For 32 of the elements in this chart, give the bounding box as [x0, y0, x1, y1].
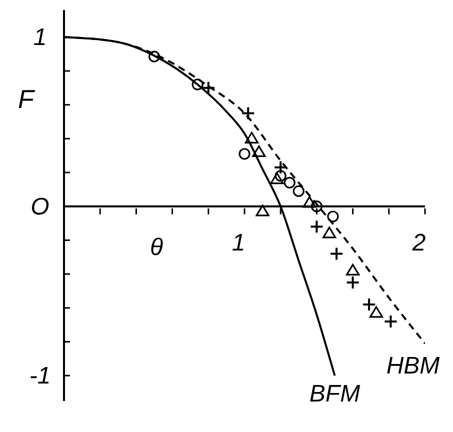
point	[292, 185, 304, 197]
series-label: HBM	[386, 352, 440, 380]
point	[346, 276, 360, 290]
point	[369, 306, 384, 318]
point	[241, 106, 256, 120]
y-tick-label: O	[30, 193, 50, 220]
y-axis-title: F	[18, 84, 34, 115]
point	[244, 132, 259, 144]
point	[284, 176, 296, 188]
point	[148, 50, 160, 62]
point	[384, 314, 398, 328]
point	[346, 264, 360, 276]
point	[201, 80, 216, 95]
point	[252, 145, 266, 157]
y-tick-label: 1	[33, 24, 47, 52]
point	[302, 196, 316, 208]
point	[330, 246, 344, 261]
point	[362, 298, 376, 312]
y-tick-label: -1	[29, 362, 51, 390]
point	[310, 220, 324, 234]
x-axis-title: θ	[150, 234, 164, 262]
point	[256, 204, 270, 216]
point	[327, 210, 339, 222]
point	[310, 200, 322, 212]
point	[270, 172, 284, 184]
point	[192, 78, 204, 90]
x-tick-label: 2	[411, 229, 426, 256]
point	[274, 170, 286, 182]
series-label: BFM	[309, 380, 360, 408]
point	[274, 160, 288, 174]
point	[238, 148, 250, 160]
point	[322, 226, 336, 238]
